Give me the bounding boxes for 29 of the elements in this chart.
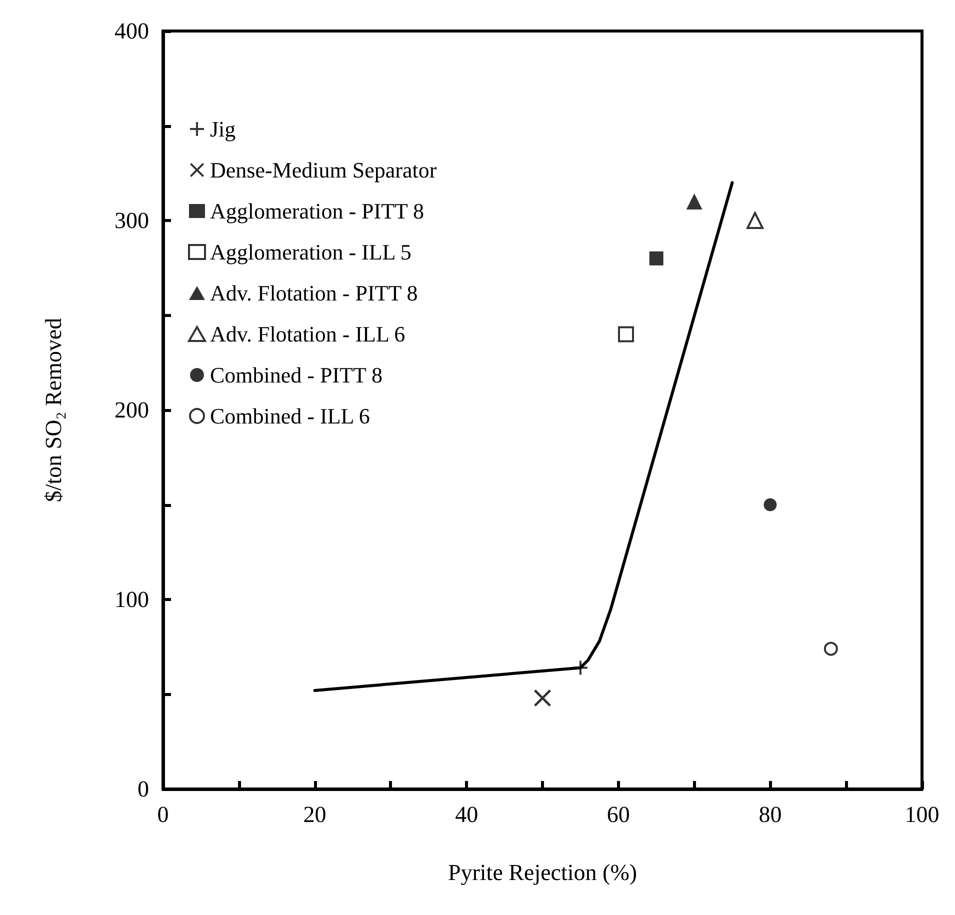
x-tick-label: 100 [904,802,940,827]
point [649,251,664,266]
y-tick-label: 0 [138,776,149,802]
point [573,660,588,675]
legend-label: Agglomeration - ILL 5 [210,240,412,264]
y-axis-title: $/ton SO₂ Removed [41,317,66,502]
x-tick-label: 60 [606,802,630,827]
point [824,642,838,656]
point [686,194,702,210]
x-tick-label: 20 [303,802,326,827]
y-tick-label: 100 [114,587,149,612]
x-axis-title: Pyrite Rejection (%) [448,860,638,885]
legend-label: Combined - PITT 8 [210,362,383,388]
legend-label: Dense-Medium Separator [210,158,438,182]
legend-label: Combined - ILL 6 [210,404,370,428]
y-tick-label: 400 [114,18,149,44]
y-tick-label: 200 [114,398,149,422]
y-tick-label: 300 [114,208,149,233]
point [746,212,764,229]
legend-label: Jig [210,116,236,142]
legend-label: Adv. Flotation - ILL 6 [210,322,406,346]
x-tick-label: 80 [758,802,782,827]
x-tick-label: 0 [157,802,169,827]
legend-label: Agglomeration - PITT 8 [210,198,424,224]
legend-label: Adv. Flotation - PITT 8 [210,280,418,306]
x-tick-label: 40 [455,802,478,827]
point [534,690,551,707]
point [764,498,777,512]
point [618,326,634,342]
